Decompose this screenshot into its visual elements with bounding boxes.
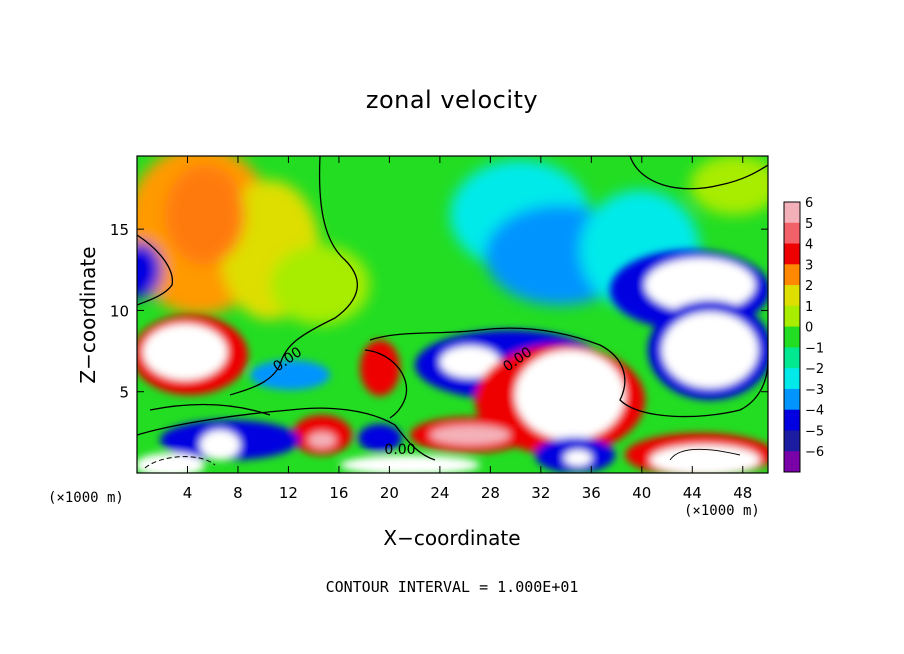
colorbar-swatch [784, 368, 800, 390]
colorbar-label: 6 [805, 196, 813, 211]
colorbar-label: 3 [805, 258, 813, 273]
y-tick-label: 5 [119, 384, 129, 402]
colorbar-swatch [784, 326, 800, 348]
x-axis-ticks: 4 8 12 16 20 24 28 32 36 40 44 48 [183, 156, 752, 502]
zero-contours [137, 156, 768, 461]
x-tick-label: 28 [481, 484, 500, 502]
y-axis-ticks: 5 10 15 [110, 221, 768, 402]
colorbar-swatch [784, 264, 800, 286]
colorbar-label: 1 [805, 300, 813, 315]
colorbar-swatch [784, 409, 800, 431]
colorbar-label: 4 [805, 238, 813, 253]
x-tick-label: 44 [683, 484, 702, 502]
colorbar-swatch [784, 388, 800, 411]
colorbar-label: 0 [805, 321, 813, 336]
x-tick-label: 24 [430, 484, 449, 502]
colorbar-swatch [784, 285, 800, 307]
colorbar-label: −3 [805, 383, 824, 398]
contour-label: 0.00 [384, 442, 415, 458]
x-tick-label: 16 [329, 484, 348, 502]
colorbar-swatch [784, 222, 800, 245]
x-tick-label: 32 [531, 484, 550, 502]
colorbar-swatch [784, 347, 800, 369]
colorbar-label: −6 [805, 445, 824, 460]
x-tick-label: 8 [233, 484, 243, 502]
x-tick-label: 4 [183, 484, 193, 502]
colorbar-label: −2 [805, 362, 824, 377]
x-tick-label: 20 [380, 484, 399, 502]
colorbar-label: −1 [805, 341, 824, 356]
x-axis-unit: (×1000 m) [684, 503, 760, 519]
chart-title: zonal velocity [365, 86, 539, 114]
x-tick-label: 48 [733, 484, 752, 502]
y-tick-label: 10 [110, 302, 129, 320]
contour-interval-note: CONTOUR INTERVAL = 1.000E+01 [325, 578, 579, 596]
colorbar-swatch [784, 430, 800, 452]
colorbar-swatch [784, 451, 800, 473]
colorbar-label: 2 [805, 279, 813, 294]
colorbar: 6 5 4 3 2 1 0 −1 −2 −3 −4 −5 −6 [783, 196, 824, 473]
x-tick-label: 40 [632, 484, 651, 502]
colorbar-swatch [784, 305, 800, 328]
colorbar-label: −4 [805, 404, 824, 419]
colorbar-label: 5 [805, 217, 813, 232]
velocity-field [137, 156, 768, 473]
x-tick-label: 12 [279, 484, 298, 502]
x-tick-label: 36 [582, 484, 601, 502]
y-tick-label: 15 [110, 221, 129, 239]
colorbar-label: −5 [805, 424, 824, 439]
plot-frame [136, 155, 769, 474]
colorbar-swatch [784, 202, 800, 224]
colorbar-swatch [784, 243, 800, 265]
colorbar-frame [783, 201, 801, 473]
x-axis-label: X−coordinate [383, 526, 521, 550]
y-axis-unit: (×1000 m) [48, 490, 124, 506]
